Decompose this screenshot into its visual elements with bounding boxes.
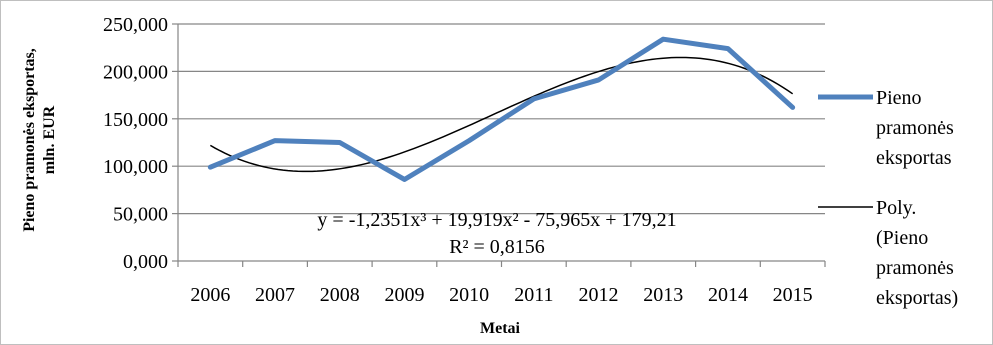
x-tick-label: 2009: [384, 284, 424, 306]
x-tick-label: 2010: [449, 284, 489, 306]
y-tick-label: 200,000: [103, 61, 168, 83]
legend-label-trendline-line: eksportas): [876, 287, 958, 309]
trendline-r-squared: R² = 0,8156: [449, 236, 545, 258]
x-tick-label: 2012: [579, 284, 619, 306]
x-tick-label: 2008: [320, 284, 360, 306]
y-tick-label: 0,000: [123, 251, 168, 273]
legend-label-series-line: eksportas: [876, 147, 952, 169]
x-tick-labels: 2006 2007 2008 2009 2010 2011 2012 2013 2014 2015: [190, 284, 812, 306]
y-tick-label: 150,000: [103, 109, 168, 131]
x-axis-title: Metai: [480, 320, 521, 337]
trendline-group: [209, 56, 794, 173]
trendline-equation: y = -1,2351x³ + 19,919x² - 75,965x + 179…: [317, 209, 676, 231]
legend-label-series-line: pramonės: [876, 117, 954, 139]
x-tick-label: 2007: [255, 284, 295, 306]
axes: [172, 23, 826, 267]
y-axis-title-line-2: mln. EUR: [41, 105, 58, 174]
x-tick-label: 2015: [773, 284, 813, 306]
series-group: [207, 36, 796, 182]
legend-label-trendline-line: pramonės: [876, 257, 954, 279]
series-line: [207, 36, 796, 182]
y-tick-labels: 0,000 50,000 100,000 150,000 200,000 250,000: [103, 14, 168, 273]
x-tick-label: 2013: [643, 284, 683, 306]
legend-label-trendline-line: Poly.: [876, 197, 916, 219]
x-tick-label: 2014: [708, 284, 748, 306]
y-tick-label: 250,000: [103, 14, 168, 36]
gridlines: [178, 23, 825, 215]
x-tick-label: 2011: [514, 284, 553, 306]
x-tick-label: 2006: [190, 284, 230, 306]
y-tick-label: 50,000: [113, 204, 168, 226]
y-tick-label: 100,000: [103, 156, 168, 178]
y-axis-title: Pieno pramonės eksportas, mln. EUR: [21, 48, 58, 232]
legend-label-trendline-line: (Pieno: [876, 227, 928, 249]
trendline-curve: [209, 56, 794, 173]
legend-label-series-line: Pieno: [876, 87, 922, 109]
y-axis-title-line-1: Pieno pramonės eksportas,: [21, 48, 38, 232]
legend: Pieno pramonės eksportas Poly. (Pieno pramonė…: [818, 87, 958, 309]
